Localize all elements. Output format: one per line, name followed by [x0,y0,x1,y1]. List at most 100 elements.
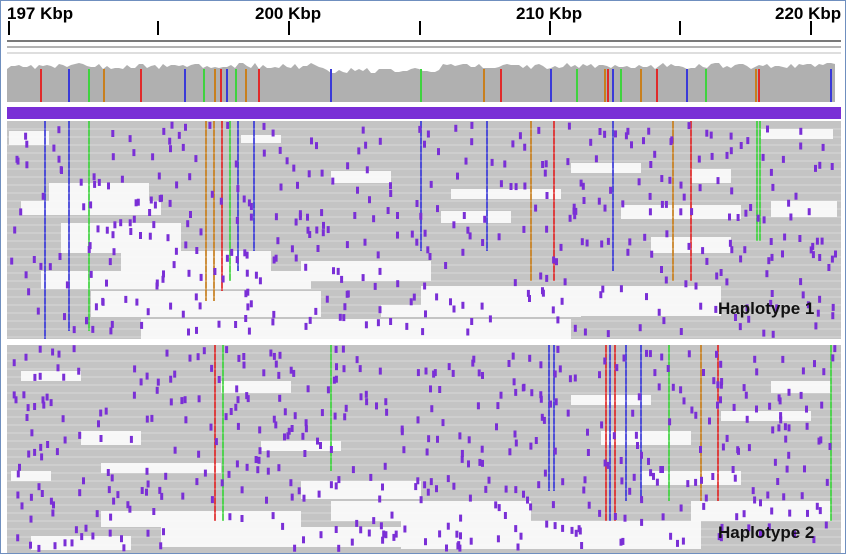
insertion-mark [104,407,108,415]
insertion-mark [195,326,198,334]
insertion-mark [53,542,57,550]
insertion-mark [805,405,808,413]
insertion-mark [188,173,192,181]
insertion-mark [461,301,465,309]
insertion-mark [274,213,278,221]
insertion-mark [437,148,440,156]
insertion-mark [574,207,578,215]
insertion-mark [514,183,518,191]
insertion-mark [346,290,350,298]
insertion-mark [487,476,491,484]
insertion-mark [775,304,779,312]
insertion-mark [657,383,661,391]
insertion-mark [217,376,221,383]
insertion-mark [645,293,648,301]
insertion-mark [341,345,345,353]
insertion-mark [481,372,484,379]
insertion-mark [119,219,123,227]
insertion-mark [534,204,538,212]
insertion-mark [444,262,448,269]
insertion-mark [507,360,511,367]
insertion-mark [570,526,574,534]
insertion-mark [679,386,683,394]
insertion-mark [771,426,775,434]
insertion-mark [753,496,757,504]
insertion-mark [72,326,76,334]
insertion-mark [719,360,723,368]
insertion-mark [320,409,324,417]
insertion-mark [555,258,558,266]
insertion-mark [820,237,824,245]
insertion-mark [514,439,518,447]
insertion-mark [290,425,294,432]
insertion-mark [568,214,572,222]
insertion-mark [85,316,89,324]
insertion-mark [799,142,803,150]
insertion-mark [101,298,105,306]
insertion-mark [189,211,192,218]
insertion-mark [320,209,324,217]
insertion-mark [747,315,751,323]
insertion-mark [736,214,740,221]
insertion-mark [470,318,474,325]
insertion-mark [834,250,837,258]
insertion-mark [245,269,249,277]
insertion-mark [82,477,85,485]
insertion-mark [789,213,793,221]
insertion-mark [745,415,749,423]
ruler-tick-label: 197 Kbp [7,4,74,23]
insertion-mark [169,398,173,406]
insertion-mark [478,458,482,466]
insertion-mark [642,137,645,145]
insertion-mark [364,141,368,149]
insertion-mark [57,155,61,163]
insertion-mark [694,411,698,419]
insertion-mark [410,230,414,238]
insertion-mark [350,538,354,546]
insertion-mark [771,330,775,338]
insertion-mark [49,399,53,407]
insertion-mark [403,525,407,533]
insertion-mark [630,141,633,149]
insertion-mark [577,525,581,533]
insertion-mark [146,308,150,316]
insertion-mark [254,271,258,279]
insertion-mark [228,513,232,521]
insertion-mark [304,425,308,433]
insertion-mark [824,521,828,529]
insertion-mark [266,450,270,458]
insertion-mark [183,396,187,404]
insertion-mark [586,428,589,436]
insertion-mark [94,303,98,311]
read-gap [401,521,701,549]
insertion-mark [184,123,187,131]
insertion-mark [210,364,214,372]
insertion-mark [209,423,213,431]
insertion-mark [249,213,253,221]
insertion-mark [705,257,709,265]
insertion-mark [783,233,787,241]
insertion-mark [271,318,275,326]
insertion-mark [621,200,625,208]
insertion-mark [831,303,835,311]
insertion-mark [798,235,802,242]
insertion-mark [648,208,652,216]
insertion-mark [220,479,224,487]
insertion-mark [709,131,713,139]
insertion-mark [329,446,333,453]
insertion-mark [283,408,287,416]
insertion-mark [452,221,456,229]
insertion-mark [396,212,399,219]
read-gap [41,271,311,289]
insertion-mark [785,465,789,473]
insertion-mark [632,473,636,481]
insertion-mark [39,262,43,270]
insertion-mark [221,275,225,283]
insertion-mark [146,529,150,537]
insertion-mark [451,369,455,377]
insertion-mark [725,434,729,442]
insertion-mark [80,533,84,541]
insertion-mark [687,242,691,250]
insertion-mark [779,416,783,424]
